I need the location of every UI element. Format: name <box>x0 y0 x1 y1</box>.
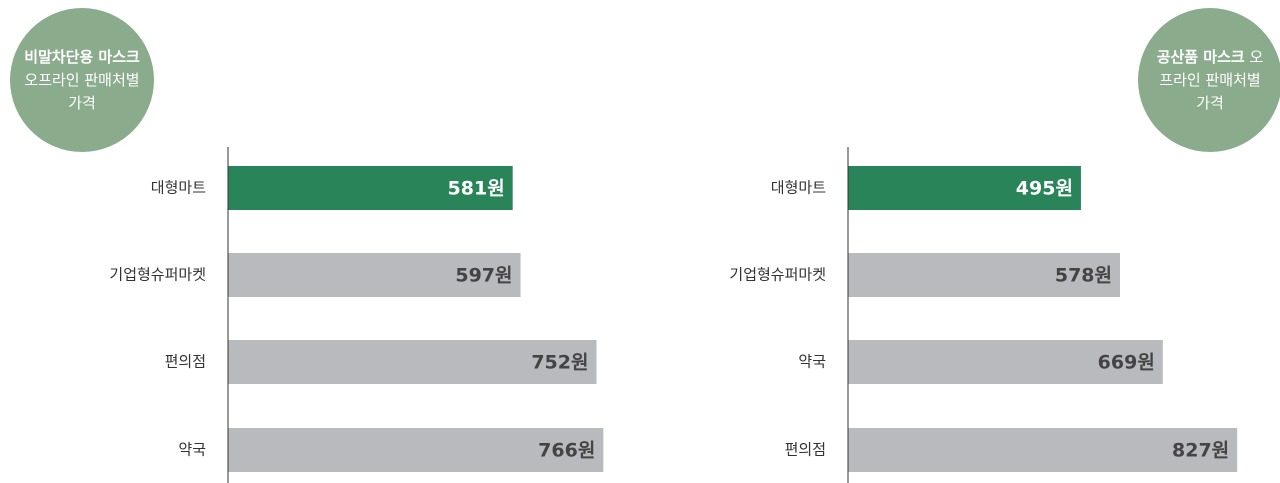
value-label: 669원 <box>1098 352 1155 374</box>
value-label: 581원 <box>448 178 505 200</box>
category-label: 기업형슈퍼마켓 <box>109 266 206 284</box>
category-label: 약국 <box>798 353 826 371</box>
value-label: 597원 <box>455 265 512 287</box>
category-label: 편의점 <box>165 353 206 371</box>
category-label: 대형마트 <box>151 179 206 197</box>
category-label: 약국 <box>178 441 206 459</box>
category-label: 대형마트 <box>771 179 826 197</box>
bar <box>848 253 1120 297</box>
bar <box>848 428 1238 472</box>
category-label: 편의점 <box>785 441 826 459</box>
value-label: 752원 <box>531 352 588 374</box>
title-badge: 비말차단용 마스크 오프라인 판매처별 가격 <box>10 8 154 152</box>
value-label: 578원 <box>1055 265 1112 287</box>
bar <box>848 340 1163 384</box>
value-label: 495원 <box>1016 178 1073 200</box>
title-text: 오프라인 판매처별 가격 <box>1159 47 1264 112</box>
bar <box>228 428 604 472</box>
title: 공산품 마스크 오프라인 판매처별 가격 <box>1152 46 1268 115</box>
title: 비말차단용 마스크 오프라인 판매처별 가격 <box>24 46 140 115</box>
bar <box>848 166 1081 210</box>
title-bold: 비말차단용 마스크 <box>24 47 140 66</box>
title-text: 오프라인 판매처별 가격 <box>24 70 140 112</box>
title-badge: 공산품 마스크 오프라인 판매처별 가격 <box>1138 8 1280 152</box>
value-label: 827원 <box>1172 440 1229 462</box>
category-label: 기업형슈퍼마켓 <box>729 266 826 284</box>
bar <box>228 340 597 384</box>
bar <box>228 166 513 210</box>
bar <box>228 253 521 297</box>
title-bold: 공산품 마스크 <box>1156 47 1245 66</box>
value-label: 766원 <box>538 440 595 462</box>
